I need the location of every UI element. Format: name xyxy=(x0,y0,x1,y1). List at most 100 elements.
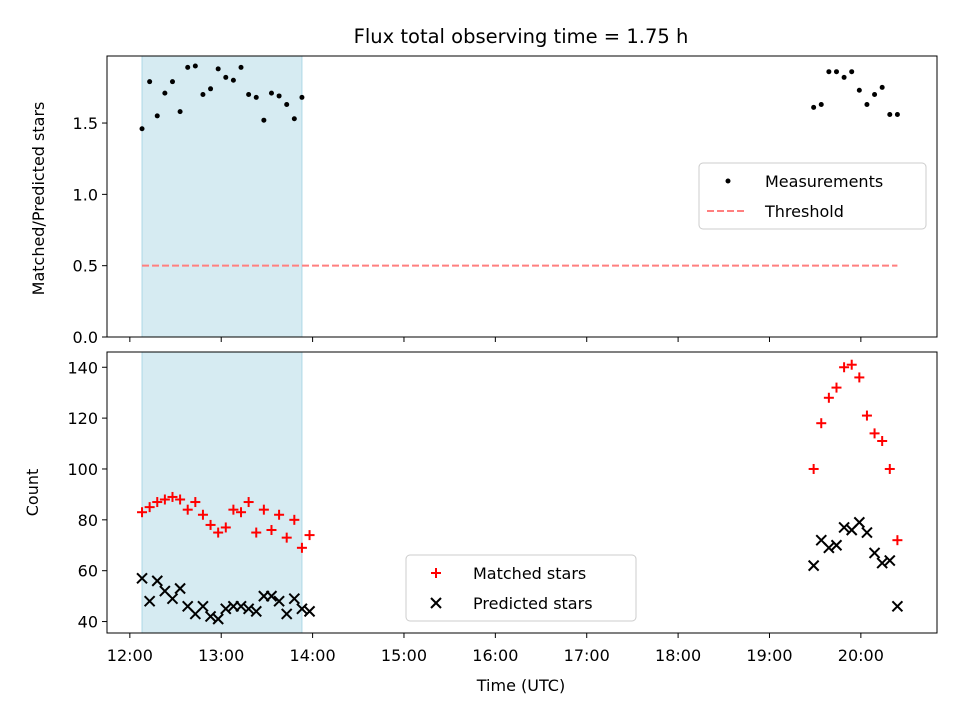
measurement-point xyxy=(223,74,229,80)
predicted-star-point xyxy=(303,605,316,618)
predicted-star-point xyxy=(861,526,873,539)
matched-star-point xyxy=(861,410,872,421)
bottom-ticks: 40 60 80 100 120 140 12:00 13:00 14:00 15:00 16:00… xyxy=(67,358,883,665)
matched-star-point xyxy=(213,527,224,538)
predicted-star-point xyxy=(280,608,293,620)
legend-x-glyph xyxy=(430,597,442,609)
measurement-point xyxy=(826,69,832,75)
predicted-star-point xyxy=(807,559,820,572)
measurement-point xyxy=(291,116,297,122)
predicted-star-point xyxy=(151,575,163,587)
measurement-point xyxy=(879,84,885,90)
top-y-tick-label: 1.5 xyxy=(73,114,98,133)
legend-predicted-marker xyxy=(430,597,442,609)
bottom-y-tick-label: 100 xyxy=(67,460,98,479)
predicted-star-point xyxy=(174,582,186,595)
measurement-point xyxy=(818,101,824,107)
top-y-tick-label: 0.5 xyxy=(73,257,98,276)
x-tick-label: 20:00 xyxy=(838,646,884,665)
measurement-point xyxy=(185,64,191,70)
top-legend-box xyxy=(698,162,927,230)
measurement-point xyxy=(261,117,267,123)
matched-star-point xyxy=(220,522,231,533)
matched-star-point xyxy=(197,509,208,520)
bottom-legend: Matched stars Predicted stars xyxy=(405,554,637,622)
predicted-star-point xyxy=(868,547,881,559)
x-tick-label: 12:00 xyxy=(107,646,153,665)
x-tick-label: 19:00 xyxy=(746,646,792,665)
predicted-star-point xyxy=(220,603,232,615)
matched-star-point xyxy=(808,463,819,474)
predicted-star-point xyxy=(197,600,209,613)
measurement-point xyxy=(162,90,168,96)
measurement-point xyxy=(284,101,290,107)
top-highlight-span xyxy=(141,55,303,338)
predicted-star-point xyxy=(830,539,843,551)
predicted-star-point xyxy=(891,600,904,613)
predicted-star-point xyxy=(273,595,285,607)
measurement-point xyxy=(230,77,236,83)
measurement-point xyxy=(154,113,160,119)
matched-star-point xyxy=(289,514,300,525)
predicted-star-point xyxy=(884,554,896,567)
predicted-star-point xyxy=(166,592,179,605)
measurement-point xyxy=(139,126,145,132)
matched-star-point xyxy=(296,542,307,553)
matched-star-point xyxy=(228,504,239,515)
matched-star-point xyxy=(182,504,193,515)
x-tick-label: 14:00 xyxy=(290,646,336,665)
predicted-star-point xyxy=(838,521,850,534)
x-tick-label: 16:00 xyxy=(472,646,518,665)
x-tick-label: 17:00 xyxy=(564,646,610,665)
predicted-star-point xyxy=(143,595,156,607)
matched-star-point xyxy=(266,525,277,536)
x-axis-label: Time (UTC) xyxy=(476,676,565,695)
matched-star-point xyxy=(839,362,850,373)
measurement-point xyxy=(238,64,244,70)
matched-star-point xyxy=(823,392,834,403)
legend-measurements-label: Measurements xyxy=(765,172,883,191)
predicted-star-point xyxy=(250,605,262,618)
matched-star-point xyxy=(190,497,201,508)
legend-measurements-marker xyxy=(725,178,731,184)
measurement-point xyxy=(200,92,206,98)
bottom-panel: 40 60 80 100 120 140 12:00 13:00 14:00 15:00 16:00… xyxy=(23,351,938,695)
bottom-y-axis-label: Count xyxy=(23,469,42,517)
measurement-point xyxy=(215,66,221,72)
x-tick-label: 15:00 xyxy=(381,646,427,665)
bottom-y-tick-label: 40 xyxy=(78,613,98,632)
matched-star-point xyxy=(258,504,269,515)
legend-predicted-label: Predicted stars xyxy=(473,594,593,613)
predicted-star-point xyxy=(823,542,835,554)
bottom-y-tick-label: 120 xyxy=(67,409,98,428)
top-y-tick-label: 0.0 xyxy=(73,328,98,347)
bottom-marks xyxy=(136,359,904,625)
x-tick-label: 18:00 xyxy=(655,646,701,665)
predicted-star-point xyxy=(265,590,278,602)
predicted-star-point xyxy=(853,516,866,529)
matched-star-point xyxy=(854,372,865,383)
top-panel: 0.0 0.5 1.0 1.5 Matched/Predicted stars Mea… xyxy=(29,55,938,347)
measurement-point xyxy=(872,92,878,98)
measurement-point xyxy=(268,90,274,96)
top-axes-frame xyxy=(106,55,938,338)
bottom-axes-frame xyxy=(106,351,938,634)
top-y-tick-label: 1.0 xyxy=(73,185,98,204)
matched-star-point xyxy=(831,382,842,393)
predicted-star-point xyxy=(235,600,247,613)
predicted-star-point xyxy=(204,610,217,623)
measurement-point xyxy=(177,109,183,115)
matched-star-point xyxy=(884,463,895,474)
measurement-point xyxy=(169,79,175,85)
matched-star-point xyxy=(304,530,315,541)
measurement-point xyxy=(887,111,893,117)
matched-star-point xyxy=(152,497,163,508)
legend-threshold-label: Threshold xyxy=(764,202,844,221)
measurement-point xyxy=(208,86,214,92)
bottom-legend-box xyxy=(405,554,637,622)
top-ticks: 0.0 0.5 1.0 1.5 xyxy=(73,114,862,347)
measurement-point xyxy=(147,79,153,85)
matched-star-point xyxy=(892,535,903,546)
measurement-point xyxy=(864,101,870,107)
